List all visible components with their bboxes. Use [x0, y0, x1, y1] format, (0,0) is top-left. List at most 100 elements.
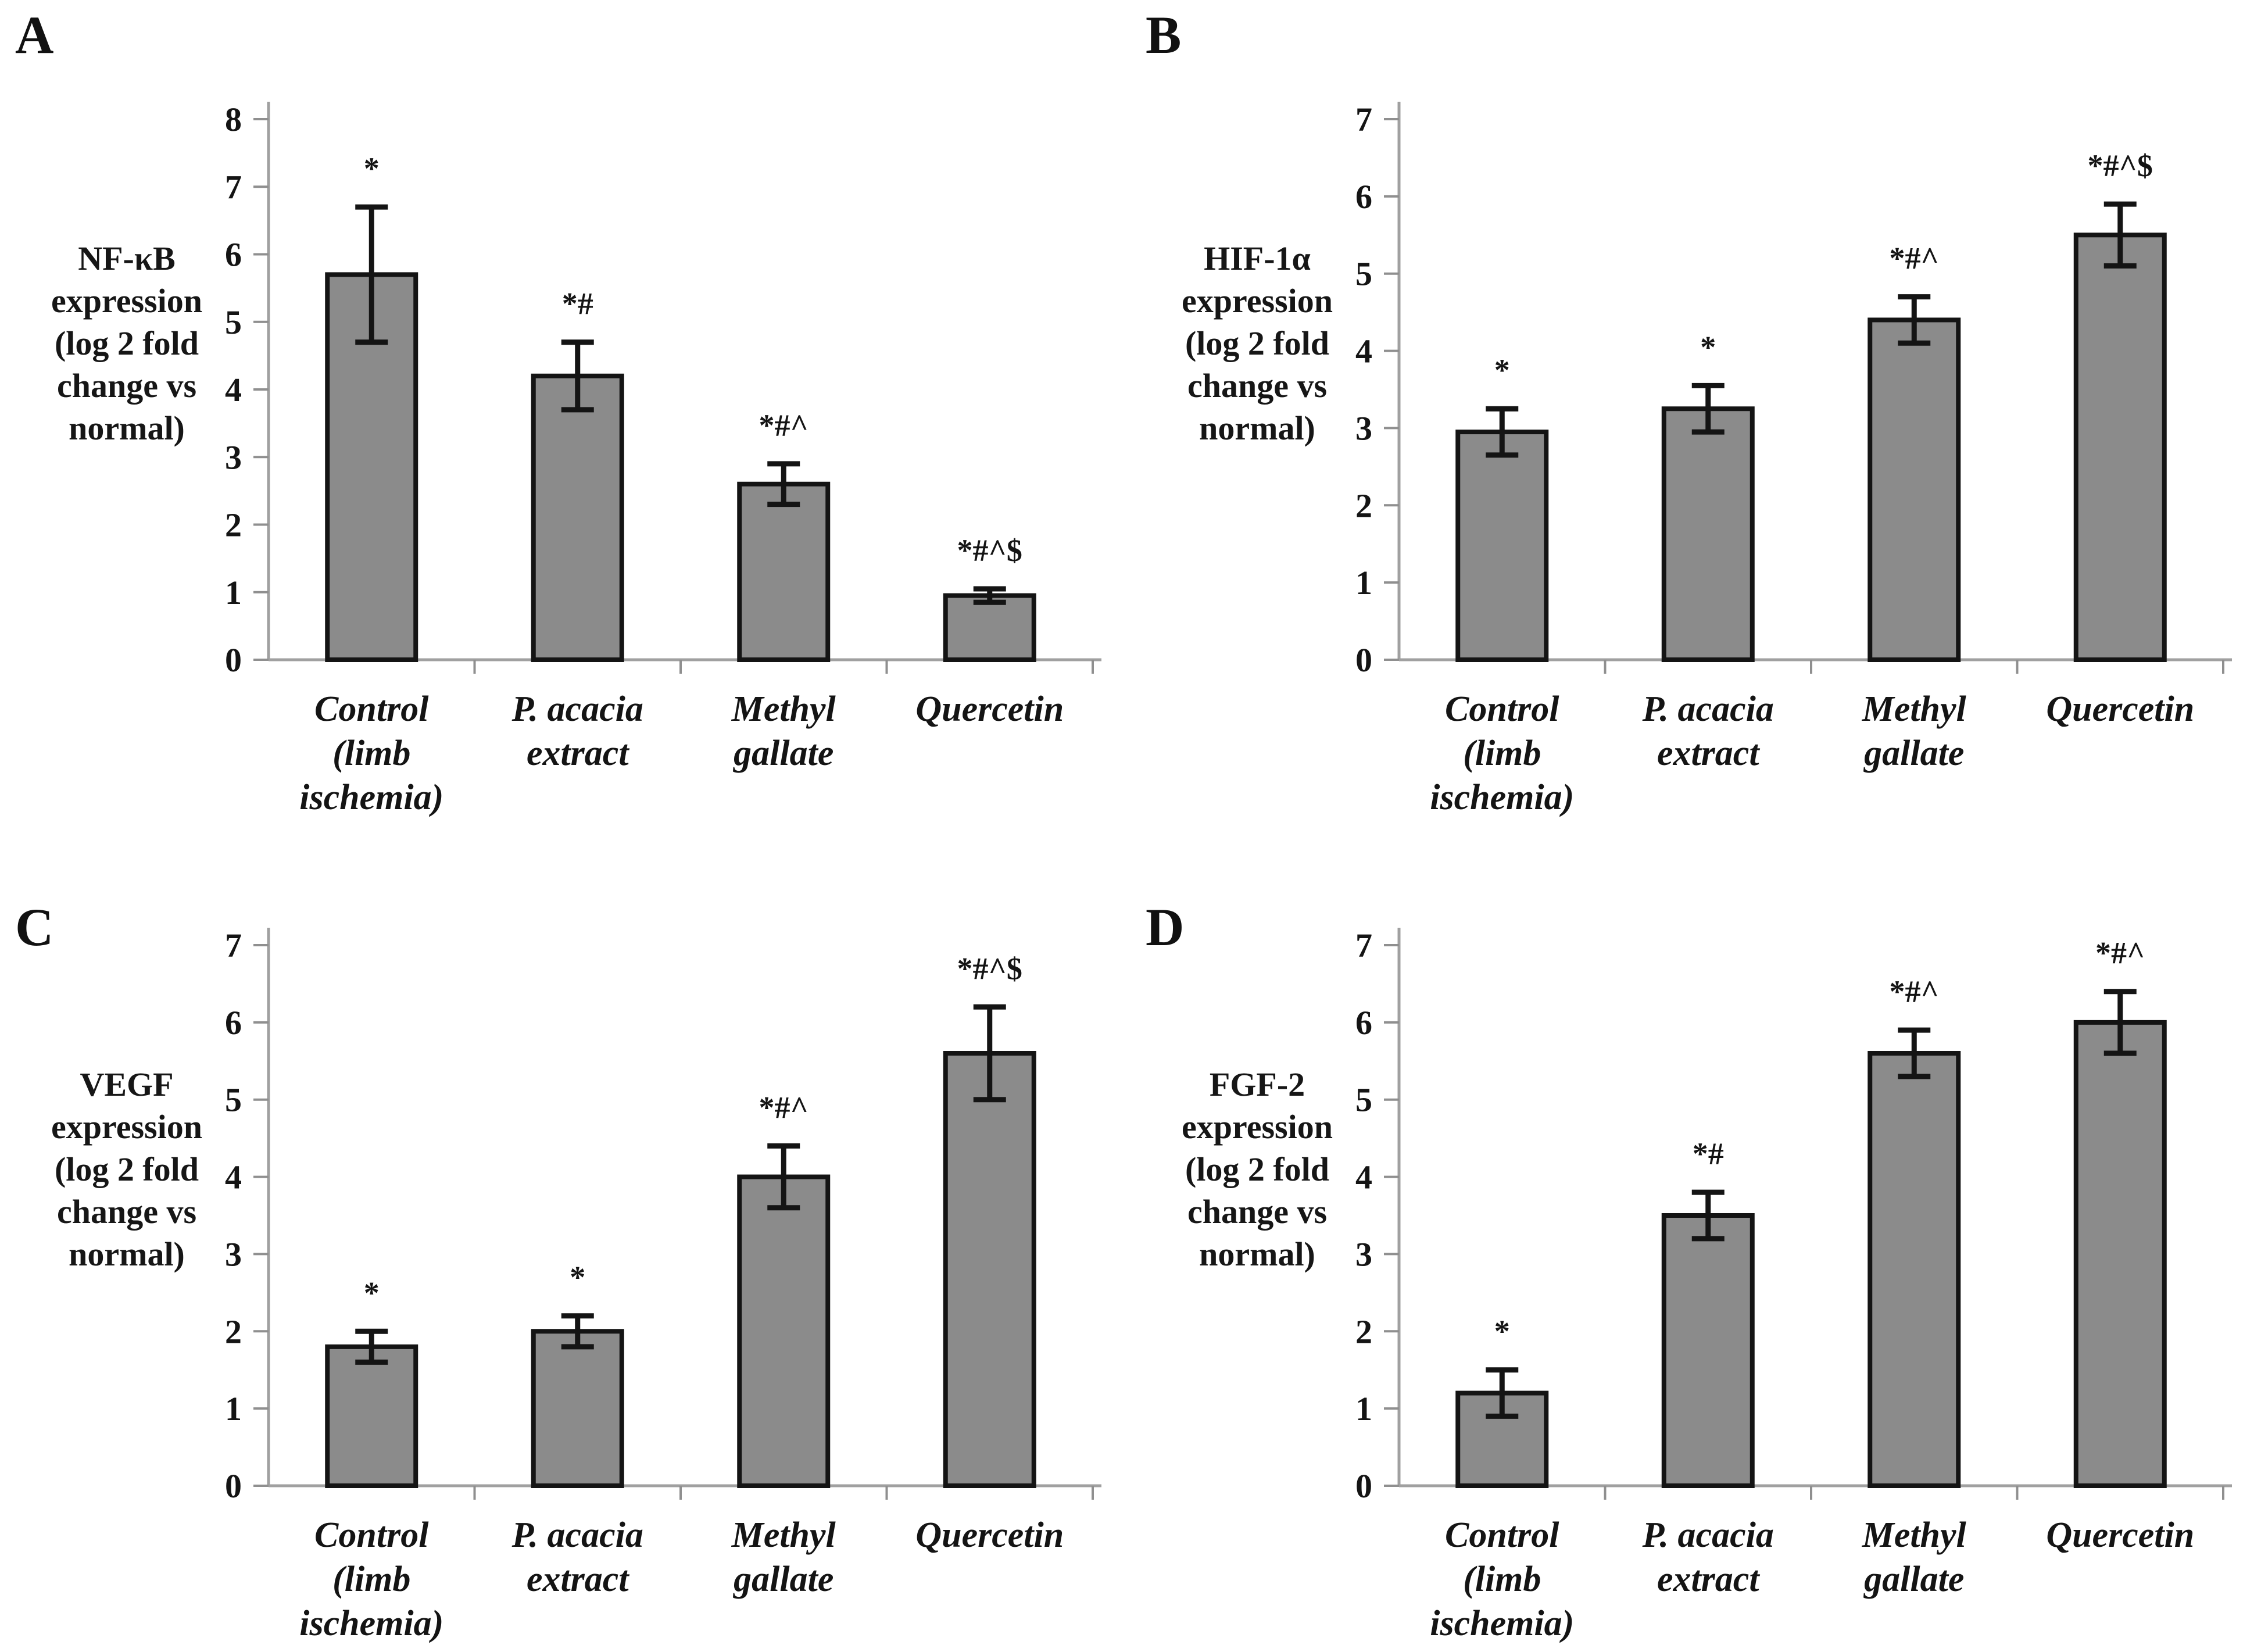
- y-tick-label: 3: [1355, 409, 1372, 447]
- y-axis-title-line: (log 2 fold: [1185, 1150, 1330, 1189]
- y-axis-title-line: (log 2 fold: [54, 324, 199, 363]
- category-label: ischemia): [1430, 778, 1574, 817]
- category-label: gallate: [732, 734, 833, 773]
- y-tick-label: 0: [1355, 1467, 1372, 1505]
- y-tick-label: 5: [1355, 1081, 1372, 1119]
- significance-annotation: *: [1494, 353, 1510, 388]
- y-tick-label: 5: [225, 1081, 242, 1119]
- y-axis-title-fgf2: FGF-2 expression (log 2 fold change vs n…: [1135, 1063, 1379, 1275]
- significance-annotation: *#^$: [957, 951, 1022, 986]
- bar: [531, 373, 624, 662]
- significance-annotation: *#: [1693, 1136, 1724, 1171]
- y-tick-label: 4: [1355, 1158, 1372, 1196]
- y-tick-label: 7: [225, 927, 242, 964]
- y-tick-label: 5: [1355, 255, 1372, 293]
- y-tick-label: 4: [225, 1158, 242, 1196]
- y-tick-label: 7: [1355, 101, 1372, 138]
- y-axis-title-nfkb: NF-κB expression (log 2 fold change vs n…: [5, 237, 249, 449]
- y-axis-title-line: expression: [1182, 282, 1333, 320]
- y-axis-title-line: normal): [69, 1235, 185, 1274]
- y-axis-title-line: (log 2 fold: [54, 1150, 199, 1189]
- significance-annotation: *#^: [1890, 241, 1939, 276]
- category-label: Control: [1445, 1515, 1559, 1555]
- category-label: (limb: [1463, 734, 1541, 773]
- significance-annotation: *: [570, 1260, 585, 1295]
- panel-D: D FGF-2 expression (log 2 fold change vs…: [1130, 826, 2261, 1652]
- bar: [1868, 1051, 1961, 1488]
- category-label: Methyl: [1862, 1515, 1967, 1555]
- y-tick-label: 7: [225, 168, 242, 206]
- category-label: (limb: [332, 1560, 410, 1599]
- y-axis-title-line: VEGF: [80, 1065, 174, 1103]
- chart-hif1a-expression: 0 1 2 3 4 5 6 7 * Control (limb ischemia) * P. acacia…: [1355, 101, 2232, 817]
- y-tick-label: 8: [225, 101, 242, 138]
- y-tick-label: 2: [1355, 487, 1372, 524]
- y-tick-label: 3: [225, 438, 242, 476]
- y-axis-title-line: normal): [1199, 409, 1315, 448]
- significance-annotation: *#: [562, 287, 593, 321]
- category-label: extract: [1657, 734, 1760, 773]
- panel-label-A: A: [15, 5, 54, 65]
- bar: [1661, 1213, 1755, 1488]
- y-axis-title-vegf: VEGF expression (log 2 fold change vs no…: [5, 1063, 249, 1275]
- bar: [325, 272, 418, 662]
- y-axis-title-line: change vs: [56, 1193, 197, 1231]
- panel-C: C VEGF expression (log 2 fold change vs …: [0, 826, 1130, 1652]
- significance-annotation: *#^: [759, 408, 808, 443]
- significance-annotation: *: [364, 151, 380, 186]
- category-label: Control: [314, 1515, 429, 1555]
- category-label: extract: [527, 734, 629, 773]
- y-tick-label: 1: [1355, 564, 1372, 602]
- bar: [2073, 1020, 2167, 1489]
- category-label: Quercetin: [915, 689, 1064, 729]
- category-label: Quercetin: [2046, 689, 2194, 729]
- category-label: gallate: [1863, 1560, 1964, 1599]
- y-tick-label: 7: [1355, 927, 1372, 964]
- bar: [1868, 317, 1961, 662]
- y-tick-label: 0: [1355, 641, 1372, 679]
- bar: [1661, 406, 1755, 662]
- category-label: Control: [1445, 689, 1559, 729]
- y-axis-title-line: change vs: [1187, 367, 1328, 405]
- y-tick-label: 6: [1355, 1004, 1372, 1042]
- significance-annotation: *: [1700, 330, 1716, 364]
- category-label: (limb: [332, 734, 410, 773]
- chart-fgf2-expression: 0 1 2 3 4 5 6 7 * Control (limb ischemia) *# P. acaci…: [1355, 927, 2232, 1643]
- y-tick-label: 3: [1355, 1235, 1372, 1273]
- bar: [2073, 233, 2167, 662]
- category-label: P. acacia: [511, 1515, 643, 1555]
- y-tick-label: 1: [225, 574, 242, 612]
- category-label: Methyl: [731, 689, 836, 729]
- category-label: gallate: [1863, 734, 1964, 773]
- bar: [325, 1344, 418, 1488]
- y-tick-label: 4: [225, 371, 242, 409]
- category-label: P. acacia: [1642, 1515, 1774, 1555]
- y-axis-title-line: expression: [1182, 1108, 1333, 1146]
- category-label: (limb: [1463, 1560, 1541, 1599]
- y-axis-title-line: HIF-1α: [1204, 239, 1311, 277]
- bar: [737, 481, 831, 662]
- category-label: extract: [1657, 1560, 1760, 1599]
- y-tick-label: 2: [1355, 1313, 1372, 1350]
- category-label: ischemia): [299, 1604, 443, 1643]
- y-axis-title-line: FGF-2: [1209, 1065, 1305, 1103]
- category-label: P. acacia: [1642, 689, 1774, 729]
- chart-vegf-expression: 0 1 2 3 4 5 6 7 * Control (limb ischemia) * P. acacia…: [225, 927, 1101, 1643]
- y-axis-title-line: (log 2 fold: [1185, 324, 1330, 363]
- category-label: Methyl: [731, 1515, 836, 1555]
- y-tick-label: 4: [1355, 332, 1372, 370]
- significance-annotation: *#^$: [957, 533, 1022, 568]
- category-label: extract: [527, 1560, 629, 1599]
- bar: [531, 1329, 624, 1488]
- category-label: gallate: [732, 1560, 833, 1599]
- y-axis-title-line: expression: [51, 282, 202, 320]
- category-label: ischemia): [1430, 1604, 1574, 1643]
- panel-A: A NF-κB expression (log 2 fold change vs…: [0, 0, 1130, 826]
- y-tick-label: 5: [225, 303, 242, 341]
- bar: [943, 593, 1036, 662]
- y-axis-title-line: NF-κB: [78, 239, 176, 277]
- significance-annotation: *: [364, 1275, 380, 1310]
- y-tick-label: 6: [225, 1004, 242, 1042]
- panel-label-B: B: [1146, 5, 1182, 65]
